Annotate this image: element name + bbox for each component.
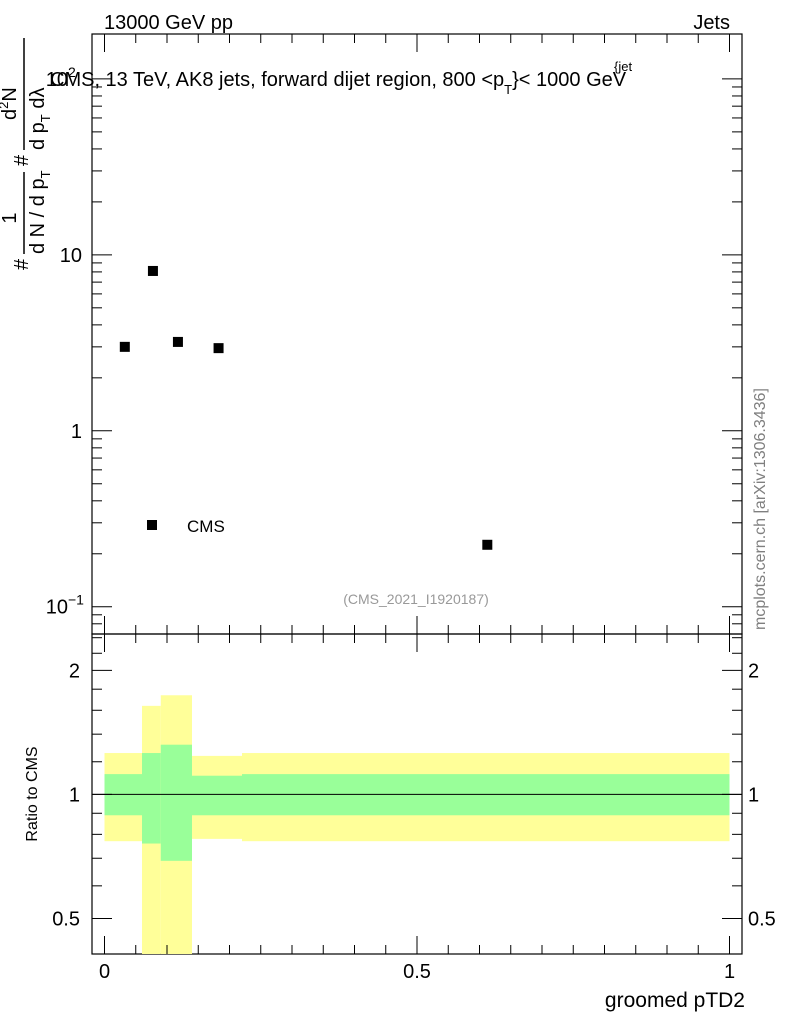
mcplots-side-label: mcplots.cern.ch [arXiv:1306.3436]: [752, 388, 769, 630]
title-main-text: CMS, 13 TeV, AK8 jets, forward dijet reg…: [50, 69, 504, 91]
ylabel-mid: #: [11, 154, 33, 166]
x-tick-label: 1: [724, 961, 735, 983]
ylabel-frac2-den: d pT dλ: [27, 88, 53, 150]
ylabel-prefix: #: [11, 258, 33, 270]
main-y-tick-exponent: 2: [68, 64, 76, 80]
x-tick-label: 0: [99, 961, 110, 983]
cms-data-point: [119, 341, 130, 352]
ratio-inner-band: [160, 744, 192, 861]
main-y-tick-label: 10: [46, 69, 68, 91]
ratio-plot-layer: 0 0.5 1 0.5 0.5 1 1 2 2: [52, 634, 776, 983]
legend-label-cms: CMS: [187, 517, 225, 536]
main-y-tick-label: 10: [60, 245, 82, 267]
cms-data-point: [213, 343, 224, 354]
main-y-tick-exponent: −1: [68, 592, 84, 608]
ratio-inner-band: [192, 775, 242, 816]
ratio-y-tick-label-left: 1: [69, 784, 80, 806]
cms-data-point: [172, 336, 183, 347]
ratio-y-tick-label-right: 0.5: [748, 908, 776, 930]
cms-data-point: [147, 265, 158, 276]
title-sub-text: T: [504, 82, 512, 97]
ratio-inner-band: [142, 753, 161, 844]
main-y-tick-label: 1: [71, 421, 82, 443]
main-plot-title: CMS, 13 TeV, AK8 jets, forward dijet reg…: [50, 69, 627, 97]
title-sup-text: {jet: [614, 59, 632, 74]
main-y-tick-label: 10: [46, 597, 68, 619]
ratio-y-tick-label-right: 2: [748, 660, 759, 682]
ratio-y-tick-label-left: 2: [69, 660, 80, 682]
ylabel-frac2-num: d2N: [0, 87, 21, 120]
ylabel-frac1-num: 1: [0, 212, 21, 223]
header-energy: 13000 GeV pp: [104, 12, 233, 34]
legend-marker-cms: [147, 520, 157, 530]
ratio-y-axis-label: Ratio to CMS: [24, 746, 41, 841]
x-axis-label: groomed pTD2: [605, 989, 745, 1012]
ratio-y-tick-label-left: 0.5: [52, 908, 80, 930]
x-tick-label: 0.5: [403, 961, 431, 983]
main-plot-frame: [91, 33, 743, 635]
header-process: Jets: [693, 12, 730, 34]
title-tail-text: }< 1000 GeV: [512, 69, 627, 91]
ratio-y-tick-label-right: 1: [748, 784, 759, 806]
ylabel-frac1-den: d N / d pT: [27, 170, 53, 254]
analysis-watermark: (CMS_2021_I1920187): [343, 591, 489, 607]
cms-data-point: [482, 539, 493, 550]
main-y-axis-label: # 1 d N / d pT # d2N d pT dλ: [0, 38, 53, 270]
